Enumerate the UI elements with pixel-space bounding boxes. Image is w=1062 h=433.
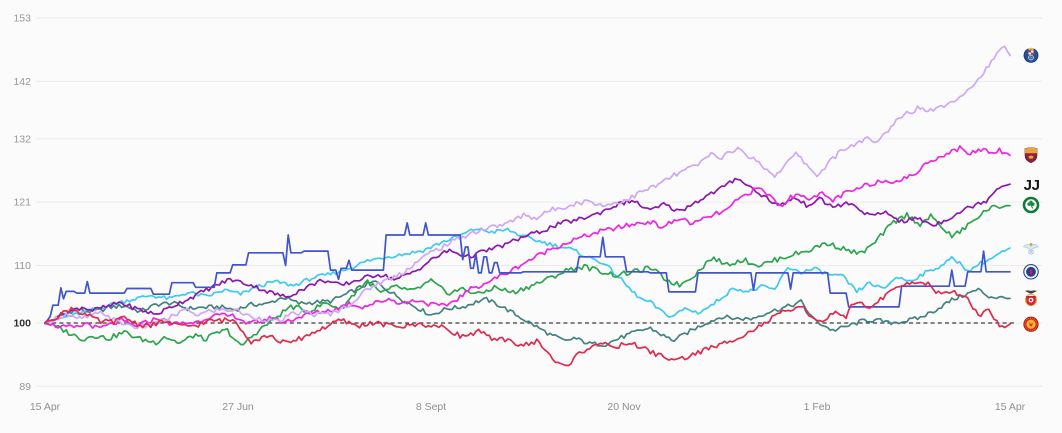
y-tick-label-153: 153 bbox=[13, 13, 31, 25]
y-tick-label-121: 121 bbox=[13, 197, 31, 209]
svg-text:J: J bbox=[1024, 177, 1032, 194]
porto-crest-icon[interactable] bbox=[1023, 47, 1039, 63]
y-tick-label-132: 132 bbox=[13, 133, 31, 145]
x-tick-label-1: 27 Jun bbox=[222, 401, 254, 413]
lazio-crest-icon[interactable] bbox=[1022, 242, 1040, 255]
x-tick-label-4: 1 Feb bbox=[804, 401, 831, 413]
celtic-crest-icon[interactable] bbox=[1022, 196, 1040, 214]
series-line-manchester-united[interactable] bbox=[44, 281, 1011, 367]
y-tick-label-100: 100 bbox=[13, 318, 31, 330]
rangers-crest-icon[interactable] bbox=[1023, 264, 1039, 280]
y-tick-label-110: 110 bbox=[14, 260, 31, 272]
juventus-crest-icon[interactable]: J J bbox=[1024, 177, 1040, 194]
y-tick-label-142: 142 bbox=[13, 76, 31, 88]
manutd-crest-icon[interactable] bbox=[1023, 316, 1039, 332]
series-line-rangers[interactable] bbox=[44, 222, 1011, 324]
series-line-benfica[interactable] bbox=[44, 280, 1011, 348]
x-tick-label-0: 15 Apr bbox=[30, 401, 61, 413]
svg-text:J: J bbox=[1032, 177, 1040, 194]
y-tick-label-89: 89 bbox=[19, 381, 31, 393]
x-tick-label-2: 8 Sept bbox=[416, 401, 446, 413]
roma-crest-icon[interactable] bbox=[1024, 147, 1038, 164]
series-line-fc-porto[interactable] bbox=[44, 45, 1011, 330]
benfica-crest-icon[interactable] bbox=[1024, 290, 1038, 306]
series-line-lazio[interactable] bbox=[44, 227, 1011, 325]
x-tick-label-3: 20 Nov bbox=[607, 401, 641, 413]
series-line-as-roma[interactable] bbox=[44, 145, 1011, 329]
x-tick-label-5: 15 Apr bbox=[995, 401, 1026, 413]
series-line-juventus[interactable] bbox=[44, 177, 1011, 325]
series-line-celtic[interactable] bbox=[44, 204, 1011, 346]
